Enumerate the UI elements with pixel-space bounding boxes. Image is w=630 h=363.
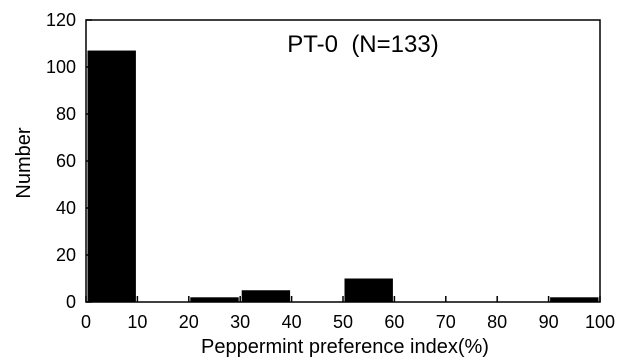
x-tick-label-70: 70 <box>436 312 456 332</box>
x-tick-label-40: 40 <box>282 312 302 332</box>
y-tick-label-60: 60 <box>56 151 76 171</box>
y-tick-label-80: 80 <box>56 104 76 124</box>
plot-frame <box>85 19 601 303</box>
y-tick-label-120: 120 <box>46 10 76 30</box>
y-tick-label-40: 40 <box>56 198 76 218</box>
bar-50-60 <box>344 278 393 302</box>
y-axis-ticks: 0 20 40 60 80 100 120 <box>46 10 92 312</box>
x-tick-label-60: 60 <box>384 312 404 332</box>
bar-20-30 <box>190 297 239 302</box>
y-tick-label-0: 0 <box>66 292 76 312</box>
x-tick-label-100: 100 <box>585 312 615 332</box>
y-tick-label-100: 100 <box>46 57 76 77</box>
x-tick-label-20: 20 <box>179 312 199 332</box>
x-tick-label-50: 50 <box>333 312 353 332</box>
bar-90-100 <box>550 297 599 302</box>
y-tick-label-20: 20 <box>56 245 76 265</box>
x-axis-ticks: 0 10 20 30 40 50 60 70 80 90 100 <box>81 296 615 332</box>
x-tick-label-0: 0 <box>81 312 91 332</box>
x-tick-label-30: 30 <box>230 312 250 332</box>
y-axis-label: Number <box>13 127 35 198</box>
x-tick-label-80: 80 <box>487 312 507 332</box>
x-tick-label-90: 90 <box>539 312 559 332</box>
bar-0-10 <box>87 50 136 302</box>
x-axis-label: Peppermint preference index(%) <box>201 336 489 358</box>
chart-title: PT-0 (N=133) <box>287 31 438 58</box>
bar-30-40 <box>241 290 291 302</box>
x-tick-label-10: 10 <box>127 312 147 332</box>
bars-group <box>87 50 599 302</box>
